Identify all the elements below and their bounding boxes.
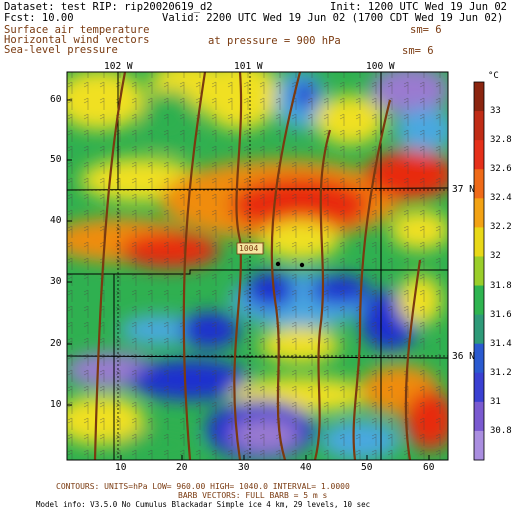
lon-label-101w: 101 W: [234, 61, 263, 72]
forecast-hour: Fcst: 10.00: [4, 12, 74, 24]
field-pressure: Sea-level pressure: [4, 44, 118, 56]
x-tick-40: 40: [300, 462, 312, 473]
station-dot-2: [299, 262, 305, 268]
field-wind: Horizontal wind vectors: [4, 34, 150, 46]
colorbar-label: 31.8: [490, 280, 512, 291]
colorbar: [473, 81, 485, 461]
lat-label-36n: 36 N: [452, 351, 475, 362]
temperature-field: [67, 72, 448, 460]
x-tick-10: 10: [115, 462, 127, 473]
lon-label-102w: 102 W: [104, 61, 133, 72]
colorbar-label: 32: [490, 251, 501, 262]
colorbar-label: 32.8: [490, 135, 512, 146]
y-tick-50: 50: [50, 154, 62, 165]
colorbar-label: 32.6: [490, 164, 512, 175]
isobar-contours: [93, 71, 422, 461]
colorbar-swatch: [474, 372, 484, 403]
colorbar-swatch: [474, 82, 484, 112]
axis-ticks: [67, 99, 430, 460]
isobar-label: 1004: [239, 244, 259, 253]
lat-label-37n: 37 N: [452, 184, 475, 195]
colorbar-swatch: [474, 169, 484, 199]
colorbar-swatch: [474, 198, 484, 228]
colorbar-label: 30.8: [490, 425, 512, 436]
field-pressure-smoothing: sm= 6: [402, 45, 434, 57]
footer-model-info: Model info: V3.5.0 No Cumulus Blackadar …: [36, 500, 371, 509]
lon-label-100w: 100 W: [366, 61, 395, 72]
colorbar-swatch: [474, 227, 484, 257]
colorbar-swatch: [474, 343, 484, 374]
colorbar-label: 32.4: [490, 193, 512, 204]
x-tick-60: 60: [423, 462, 435, 473]
colorbar-label: 31.2: [490, 367, 512, 378]
y-tick-60: 60: [50, 94, 62, 105]
colorbar-swatch: [474, 285, 484, 316]
y-tick-10: 10: [50, 399, 62, 410]
y-tick-20: 20: [50, 338, 62, 349]
valid-time: Valid: 2200 UTC Wed 19 Jun 02 (1700 CDT …: [162, 12, 504, 24]
colorbar-label: 31: [490, 396, 501, 407]
colorbar-swatch: [474, 314, 484, 345]
footer-contours: CONTOURS: UNITS=hPa LOW= 960.00 HIGH= 10…: [56, 482, 350, 491]
colorbar-swatch: [474, 256, 484, 287]
x-tick-30: 30: [238, 462, 250, 473]
colorbar-swatch: [474, 111, 484, 141]
field-temperature-smoothing: sm= 6: [410, 24, 442, 36]
colorbar-unit: °C: [488, 71, 499, 81]
colorbar-label: 33: [490, 106, 501, 117]
colorbar-label: 31.6: [490, 309, 512, 320]
plot-frame: [66, 71, 449, 461]
colorbar-swatch: [474, 140, 484, 170]
init-time: Init: 1200 UTC Wed 19 Jun 02: [330, 1, 508, 13]
station-dot-1: [275, 261, 281, 267]
y-tick-30: 30: [50, 276, 62, 287]
x-tick-50: 50: [361, 462, 373, 473]
x-tick-20: 20: [176, 462, 188, 473]
field-temperature: Surface air temperature: [4, 24, 150, 36]
colorbar-label: 31.4: [490, 338, 512, 349]
colorbar-swatch: [474, 430, 484, 461]
colorbar-frame: [473, 81, 485, 461]
isobar-label-box: [236, 242, 264, 255]
dataset-label: Dataset: test RIP: rip20020619_d2: [4, 1, 213, 13]
colorbar-label: 32.2: [490, 222, 512, 233]
field-wind-pressure: at pressure = 900 hPa: [208, 35, 341, 47]
footer-barb-vectors: BARB VECTORS: FULL BARB = 5 m s: [178, 491, 328, 500]
y-tick-40: 40: [50, 215, 62, 226]
colorbar-swatch: [474, 401, 484, 432]
